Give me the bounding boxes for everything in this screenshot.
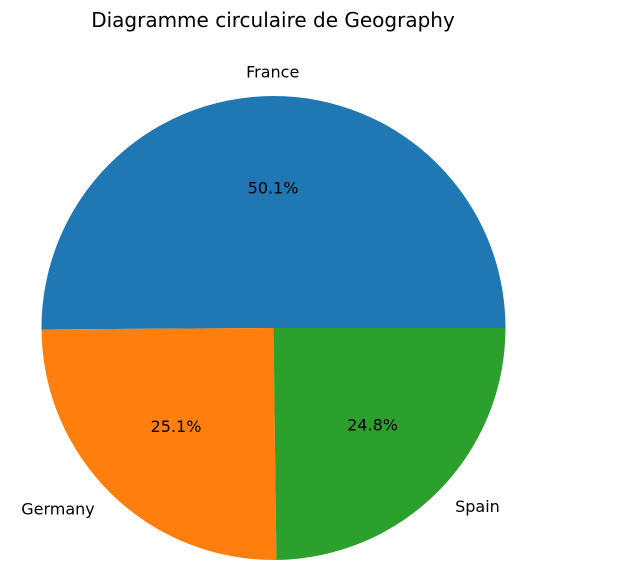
pie-labels: France 50.1% Germany 25.1% Spain 24.8% (21, 62, 500, 518)
slice-label-spain: Spain (455, 497, 500, 516)
pct-label-spain: 24.8% (347, 415, 398, 434)
pie-slice-germany (41, 328, 277, 560)
slice-label-germany: Germany (21, 500, 95, 519)
pct-label-france: 50.1% (248, 178, 299, 197)
pie-slice-spain (273, 328, 506, 560)
slice-label-france: France (246, 62, 299, 81)
pie-slices (41, 95, 506, 560)
pie-slice-france (41, 95, 506, 330)
pct-label-germany: 25.1% (151, 417, 202, 436)
chart-title: Diagramme circulaire de Geography (91, 8, 455, 32)
